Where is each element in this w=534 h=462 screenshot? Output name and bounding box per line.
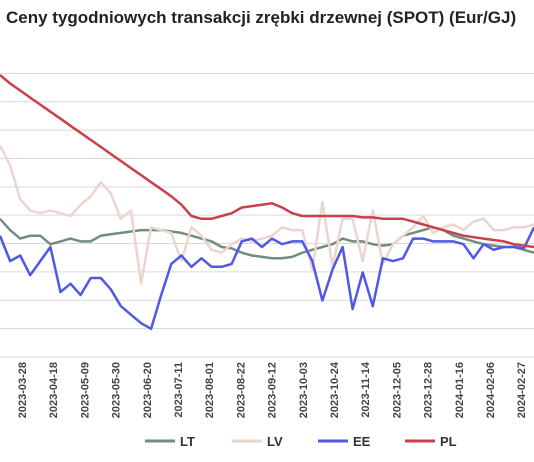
x-tick-label: 2024-01-16 bbox=[454, 362, 466, 418]
x-tick-label: 2023-05-09 bbox=[79, 362, 91, 418]
series-line-ee bbox=[0, 226, 534, 331]
x-tick-label: 2023-12-05 bbox=[391, 362, 403, 418]
x-tick-label: 2024-02-27 bbox=[516, 362, 528, 418]
legend-label-pl: PL bbox=[440, 434, 457, 449]
x-tick-label: 2023-05-30 bbox=[111, 362, 123, 418]
legend: LT LV EE PL bbox=[145, 434, 457, 449]
x-tick-label: 2023-04-18 bbox=[48, 362, 60, 418]
chart-title: Ceny tygodniowych transakcji zrębki drze… bbox=[6, 8, 517, 27]
x-tick-label: 2023-03-28 bbox=[17, 362, 29, 418]
x-tick-label: 2024-02-06 bbox=[485, 362, 497, 418]
series-lines bbox=[0, 74, 534, 331]
x-tick-label: 2023-11-14 bbox=[360, 361, 372, 418]
grid bbox=[0, 72, 534, 358]
x-tick-label: 2023-12-28 bbox=[423, 362, 435, 418]
x-tick-label: 2023-10-24 bbox=[329, 361, 341, 418]
legend-label-ee: EE bbox=[353, 434, 371, 449]
x-tick-label: 2023-09-12 bbox=[267, 362, 279, 418]
x-tick-label: 2023-06-20 bbox=[142, 362, 154, 418]
x-axis-ticks: 2023-03-28 2023-04-18 2023-05-09 2023-05-30… bbox=[17, 361, 528, 418]
x-tick-label: 2023-08-01 bbox=[204, 362, 216, 418]
x-tick-label: 2023-10-03 bbox=[298, 362, 310, 418]
x-tick-label: 2023-08-22 bbox=[235, 362, 247, 418]
x-tick-label: 2023-07-11 bbox=[173, 362, 185, 418]
legend-label-lt: LT bbox=[180, 434, 195, 449]
series-line-pl bbox=[0, 74, 534, 249]
series-line-lv bbox=[0, 144, 534, 285]
legend-label-lv: LV bbox=[267, 434, 283, 449]
